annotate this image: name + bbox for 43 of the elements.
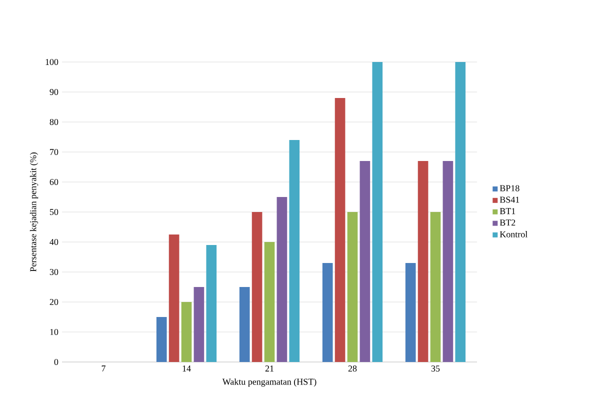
bar [206, 244, 217, 362]
x-tick-label: 14 [182, 366, 191, 372]
y-tick-label: 60 [50, 178, 58, 186]
bar [239, 286, 250, 362]
bar [455, 62, 466, 362]
bar [252, 212, 262, 362]
y-tick-label: 40 [50, 238, 58, 246]
bar [322, 262, 333, 362]
y-tick-label: 0 [54, 358, 58, 366]
bar [405, 262, 416, 362]
y-tick-label: 50 [50, 208, 58, 216]
y-tick-label: 90 [50, 88, 58, 96]
y-tick-label: 100 [46, 58, 58, 66]
y-tick-label: 80 [50, 118, 58, 126]
bar [347, 212, 358, 362]
legend-label: BT1 [500, 208, 516, 214]
x-tick-label: 7 [102, 366, 106, 372]
y-tick-label: 20 [50, 298, 58, 306]
bar [360, 160, 370, 362]
y-tick-label: 30 [50, 268, 58, 276]
bar [372, 62, 383, 362]
y-tick-label: 70 [50, 148, 58, 156]
bar [442, 160, 454, 362]
bar [264, 242, 275, 362]
x-tick-label: 21 [265, 366, 274, 372]
bar [156, 316, 167, 362]
x-tick-label: 28 [348, 366, 357, 372]
bar [181, 302, 192, 362]
x-axis-title: Waktu pengamatan (HST) [222, 378, 316, 387]
bar [168, 234, 180, 362]
legend-label: Kontrol [500, 231, 528, 238]
bar [334, 98, 346, 362]
legend-label: BT2 [500, 220, 516, 226]
legend-label: BP18 [500, 185, 520, 192]
bar [194, 286, 204, 362]
bar [276, 196, 288, 362]
bar [289, 140, 300, 362]
legend-label: BS41 [500, 196, 520, 203]
y-axis-title: Persentase kejadian penyakit (%) [30, 152, 38, 272]
bar [418, 160, 428, 362]
bar [430, 212, 441, 362]
y-tick-label: 10 [50, 328, 58, 336]
x-tick-label: 35 [431, 366, 440, 372]
